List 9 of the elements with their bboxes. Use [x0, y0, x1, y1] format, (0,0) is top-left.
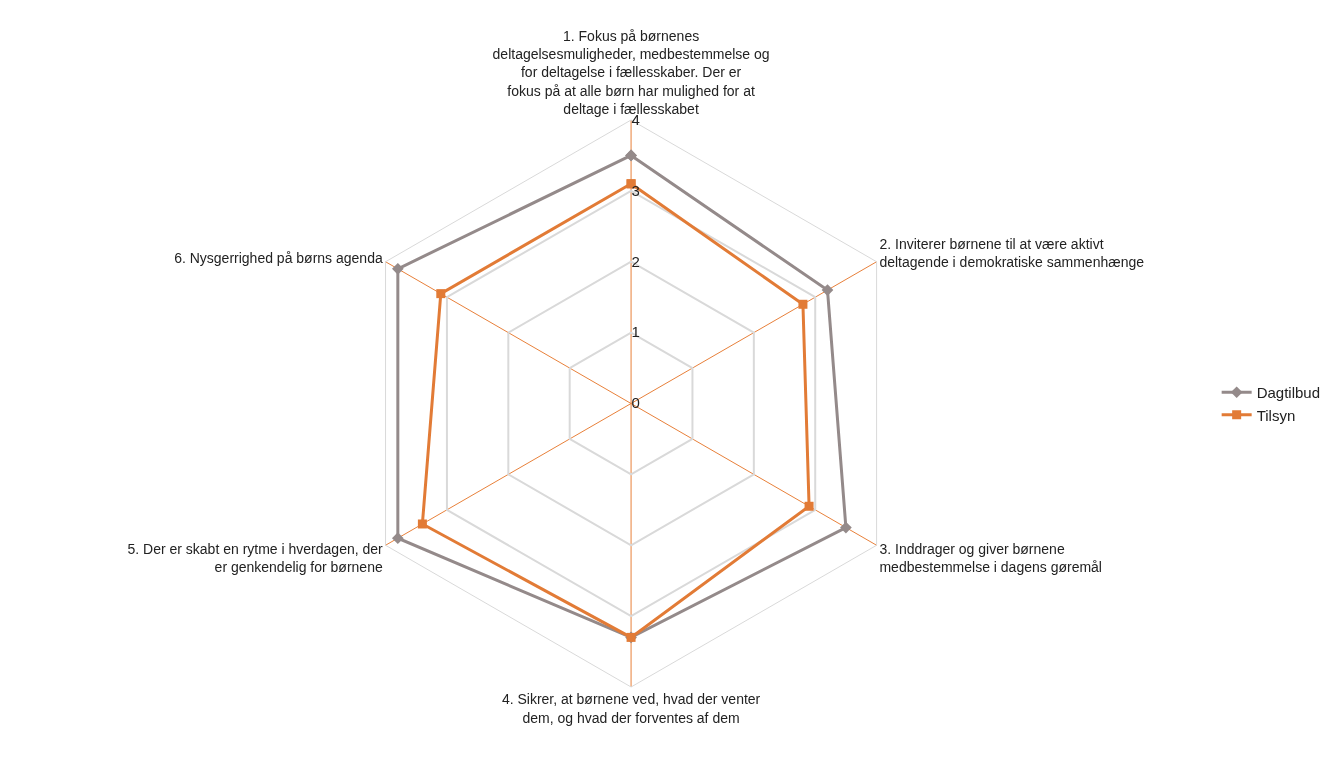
- spoke-label: 2. Inviterer børnene til at være aktivt deltagende i demokratiske sammenhænge: [879, 236, 1145, 271]
- y-tick-label: 2: [631, 252, 640, 270]
- legend-label: Tilsyn: [1256, 406, 1296, 424]
- spoke-label: 4. Sikrer, at børnene ved, hvad der venter dem, og hvad der forventes af dem: [501, 691, 761, 726]
- spoke-label: 6. Nysgerrighed på børns agenda: [174, 249, 383, 266]
- spoke-label: 3. Inddrager og giver børnene medbestemmelse i dagens gøremål: [879, 540, 1102, 575]
- legend-label: Dagtilbud: [1256, 384, 1321, 402]
- y-tick-label: 1: [631, 323, 640, 341]
- spoke-label: 5. Der er skabt en rytme i hverdagen, der er genkendelig for børnene: [127, 540, 384, 575]
